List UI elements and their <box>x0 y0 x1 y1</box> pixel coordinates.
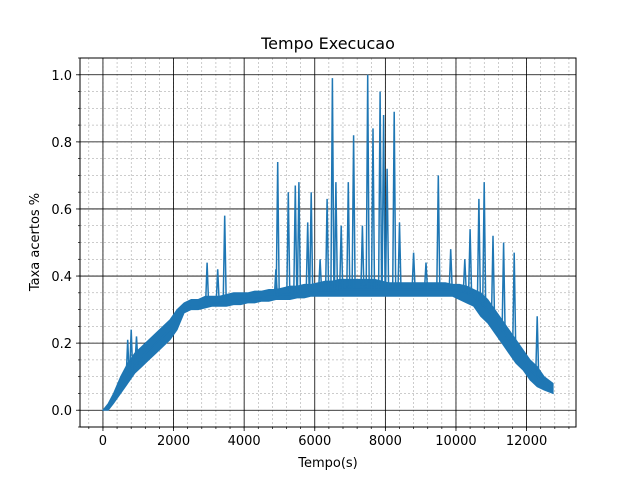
x-tick-label: 4000 <box>228 434 261 449</box>
series-spike <box>377 91 383 290</box>
y-tick-label: 0.8 <box>51 136 72 151</box>
series-spike <box>365 74 370 290</box>
x-tick-label: 10000 <box>435 434 476 449</box>
x-tick-label: 2000 <box>157 434 190 449</box>
series-spike <box>462 259 468 293</box>
series-spike <box>467 229 473 295</box>
series-spike <box>360 225 365 290</box>
series-line <box>102 288 554 411</box>
series-spike <box>128 329 134 372</box>
series-spike <box>296 182 302 293</box>
x-axis-label: Tempo(s) <box>297 456 358 471</box>
y-axis: 0.0 0.2 0.4 0.6 0.8 1.0 <box>51 69 80 419</box>
series-spike <box>134 336 139 365</box>
plot-frame <box>79 57 577 428</box>
series-spike <box>476 198 482 302</box>
chart-title: Tempo Execucao <box>260 34 395 53</box>
series-spike <box>308 192 314 293</box>
series-spike <box>384 168 390 290</box>
series-layer <box>101 74 554 411</box>
series-spike <box>436 175 441 290</box>
series-spike <box>490 235 496 318</box>
series-noise-band <box>101 278 554 411</box>
series-spike <box>293 185 298 294</box>
series-spike <box>338 225 344 290</box>
y-tick-label: 1.0 <box>51 69 72 84</box>
series-spike <box>317 259 323 292</box>
series-spike <box>411 252 416 290</box>
series-spike <box>333 182 339 291</box>
y-tick-label: 0.6 <box>51 203 72 218</box>
series-spike <box>534 316 540 377</box>
y-tick-label: 0.2 <box>51 337 72 352</box>
series-spike <box>215 269 220 303</box>
series-spike <box>501 242 506 333</box>
series-spike <box>125 339 130 377</box>
series-spike <box>222 215 227 302</box>
x-tick-label: 12000 <box>506 434 547 449</box>
series-spike <box>423 262 429 290</box>
series-spike <box>397 222 402 290</box>
series-spike <box>381 114 386 290</box>
y-tick-label: 0.0 <box>51 404 72 419</box>
series-spike <box>351 135 356 290</box>
series-spike <box>481 182 487 307</box>
x-tick-label: 8000 <box>369 434 402 449</box>
y-tick-label: 0.4 <box>51 270 72 285</box>
series-spike <box>324 198 330 292</box>
series-spike <box>204 262 210 305</box>
x-axis: 0 2000 4000 6000 8000 10000 12000 <box>99 427 547 449</box>
series-spike <box>275 161 280 296</box>
series-spike <box>330 78 335 292</box>
series-spike <box>448 249 453 290</box>
series-spike <box>391 111 397 290</box>
x-tick-label: 6000 <box>298 434 331 449</box>
series-spike <box>370 128 376 290</box>
series-spike <box>305 222 310 293</box>
series-spike <box>346 182 351 290</box>
series-spike <box>511 252 517 348</box>
x-tick-label: 0 <box>99 434 107 449</box>
series-spike <box>286 192 291 295</box>
y-axis-label: Taxa acertos % <box>28 193 43 292</box>
